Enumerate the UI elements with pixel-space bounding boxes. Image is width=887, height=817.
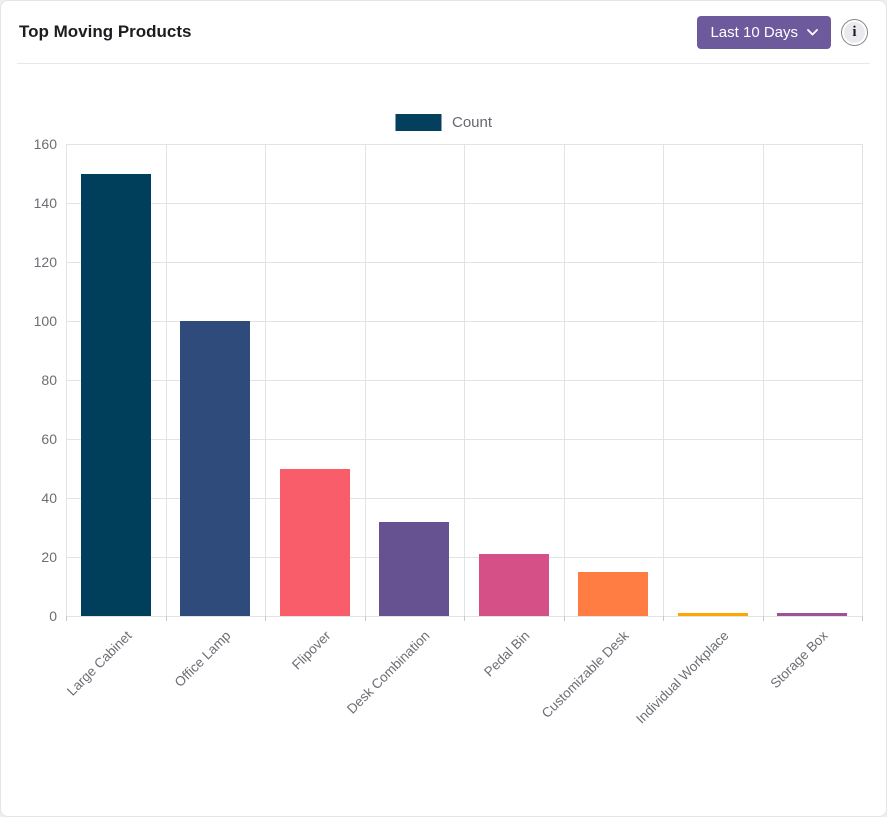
bar-flipover[interactable] (279, 468, 350, 616)
bar-office-lamp[interactable] (180, 321, 251, 616)
bar-large-cabinet[interactable] (80, 173, 151, 616)
gridline-vertical (862, 144, 863, 616)
x-axis-tick (364, 616, 366, 621)
gridline-vertical (165, 144, 167, 616)
x-axis-tick (66, 616, 67, 621)
plot-area (66, 144, 863, 617)
bar-pedal-bin[interactable] (478, 554, 549, 616)
info-icon: i (852, 23, 857, 40)
x-tick-label: Large Cabinet (63, 628, 135, 699)
gridline-vertical (265, 144, 266, 616)
gridline-vertical (563, 144, 565, 616)
x-axis-tick (663, 616, 664, 621)
bar-customizable-desk[interactable] (578, 571, 649, 616)
y-tick-label: 120 (33, 254, 57, 270)
y-tick-label: 40 (41, 490, 57, 506)
x-axis-tick (265, 616, 266, 621)
card-header: Top Moving Products Last 10 Days i (1, 1, 886, 63)
chart-legend[interactable]: Count (394, 114, 493, 131)
legend-label: Count (451, 114, 493, 131)
card-title: Top Moving Products (19, 22, 192, 41)
x-tick-label: Flipover (288, 628, 334, 673)
y-tick-label: 80 (41, 372, 57, 388)
bar-storage-box[interactable] (777, 613, 848, 616)
x-axis-tick (862, 616, 863, 621)
x-tick-label: Pedal Bin (480, 628, 533, 680)
y-tick-label: 0 (49, 608, 57, 624)
date-range-dropdown[interactable]: Last 10 Days (697, 15, 831, 49)
x-axis-tick (464, 616, 465, 621)
gridline-vertical (364, 144, 366, 616)
x-tick-label: Office Lamp (171, 628, 234, 690)
y-tick-label: 20 (41, 549, 57, 565)
gridline-vertical (663, 144, 664, 616)
x-tick-label: Desk Combination (344, 628, 433, 717)
x-tick-label: Customizable Desk (539, 628, 632, 721)
y-tick-label: 160 (33, 136, 57, 152)
header-actions: Last 10 Days i (697, 15, 868, 49)
x-axis-tick (563, 616, 565, 621)
legend-swatch (394, 114, 441, 131)
y-tick-label: 100 (33, 313, 57, 329)
y-tick-label: 140 (33, 195, 57, 211)
x-axis-tick (165, 616, 167, 621)
info-button[interactable]: i (841, 18, 868, 46)
chevron-down-icon (807, 28, 818, 36)
bar-chart: Count 0 20 40 60 80 100 120 140 160 Large Cabinet… (1, 64, 886, 816)
y-tick-label: 60 (41, 431, 57, 447)
bar-desk-combination[interactable] (379, 521, 450, 616)
gridline-vertical (66, 144, 67, 616)
date-range-label: Last 10 Days (710, 23, 798, 41)
x-axis-tick (762, 616, 764, 621)
header-divider (17, 63, 870, 64)
bar-individual-workplace[interactable] (677, 613, 748, 616)
gridline-vertical (464, 144, 465, 616)
x-tick-label: Individual Workplace (632, 628, 732, 727)
x-tick-label: Storage Box (767, 628, 831, 692)
gridline-vertical (762, 144, 764, 616)
